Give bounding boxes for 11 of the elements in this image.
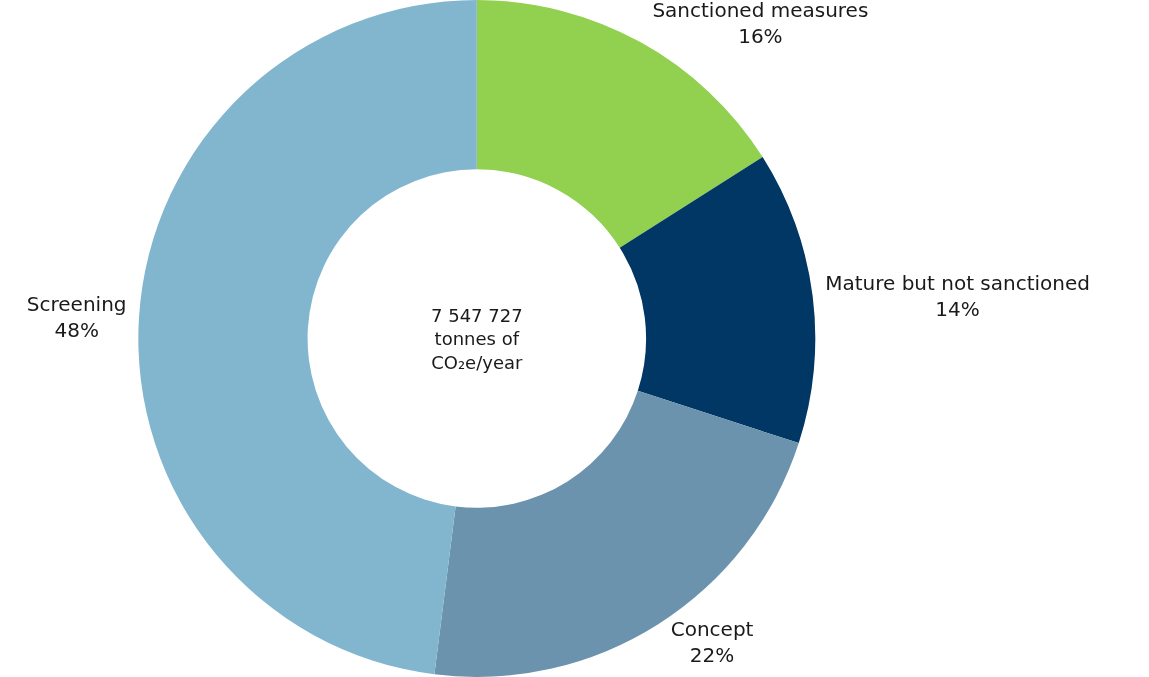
data-label: 14% [935, 296, 980, 321]
data-label: 22% [689, 643, 735, 668]
donut-slice [619, 157, 815, 444]
slice-label: Concept [670, 617, 754, 642]
slice-label: Screening [26, 292, 127, 317]
text: 7 547 727 tonnes of CO₂e/year [431, 305, 524, 373]
data-label: 48% [54, 318, 99, 343]
donut-slice [434, 390, 799, 677]
slice-label: Mature but not sanctioned [825, 270, 1090, 295]
data-label: 16% [738, 23, 783, 48]
slice-label: Sanctioned measures [652, 0, 869, 22]
